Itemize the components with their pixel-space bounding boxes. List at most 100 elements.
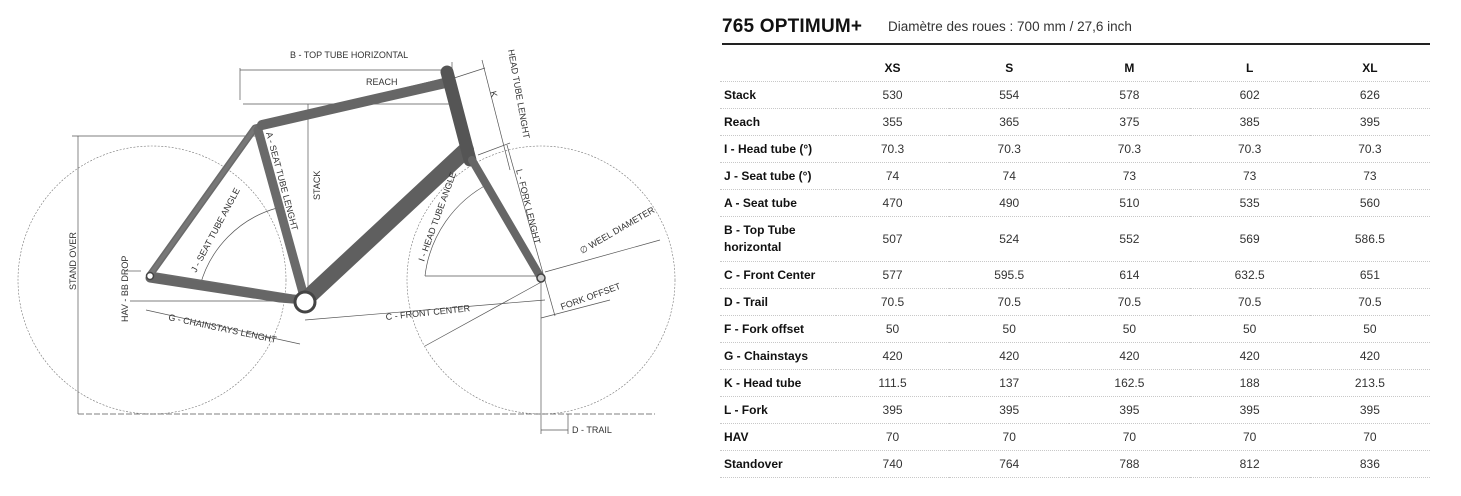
row-label: G - Chainstays bbox=[720, 342, 836, 370]
column-header: S bbox=[949, 55, 1070, 82]
label-stand-over: STAND OVER bbox=[68, 232, 78, 290]
row-label: K - Head tube bbox=[720, 369, 836, 397]
cell-value: 395 bbox=[949, 396, 1070, 424]
label-trail: D - TRAIL bbox=[572, 425, 612, 435]
table-row: K - Head tube 111.5 137 162.5 188 213.5 bbox=[720, 369, 1430, 397]
label-wheel-diameter: ∅ WEEL DIAMETER bbox=[578, 205, 657, 256]
model-name: 765 OPTIMUM+ bbox=[722, 16, 863, 37]
column-header: M bbox=[1069, 55, 1190, 82]
cell-value: 836 bbox=[1309, 450, 1430, 478]
cell-value: 560 bbox=[1309, 189, 1430, 217]
label-reach: REACH bbox=[366, 77, 398, 87]
cell-value: 162.5 bbox=[1069, 369, 1190, 397]
table-row: Reach 355 365 375 385 395 bbox=[720, 108, 1430, 136]
cell-value: 586.5 bbox=[1309, 216, 1430, 262]
table-header-row: XS S M L XL bbox=[720, 55, 1430, 82]
bike-frame bbox=[145, 65, 546, 314]
cell-value: 70.3 bbox=[836, 135, 950, 163]
row-label: C - Front Center bbox=[720, 261, 836, 289]
cell-value: 70.3 bbox=[1069, 135, 1190, 163]
cell-value: 595.5 bbox=[949, 261, 1070, 289]
cell-value: 569 bbox=[1189, 216, 1310, 262]
row-label: J - Seat tube (°) bbox=[720, 162, 836, 190]
cell-value: 375 bbox=[1069, 108, 1190, 136]
cell-value: 420 bbox=[1069, 342, 1190, 370]
cell-value: 365 bbox=[949, 108, 1070, 136]
cell-value: 70.5 bbox=[1309, 288, 1430, 316]
cell-value: 50 bbox=[1309, 315, 1430, 343]
cell-value: 50 bbox=[1069, 315, 1190, 343]
cell-value: 812 bbox=[1189, 450, 1310, 478]
cell-value: 70.3 bbox=[949, 135, 1070, 163]
table-row: Standover 740 764 788 812 836 bbox=[720, 450, 1430, 478]
cell-value: 73 bbox=[1189, 162, 1310, 190]
table-row: L - Fork 395 395 395 395 395 bbox=[720, 396, 1430, 424]
table-row: J - Seat tube (°) 74 74 73 73 73 bbox=[720, 162, 1430, 190]
cell-value: 137 bbox=[949, 369, 1070, 397]
cell-value: 70.3 bbox=[1189, 135, 1310, 163]
cell-value: 395 bbox=[1189, 396, 1310, 424]
row-label: Reach bbox=[720, 108, 836, 136]
cell-value: 788 bbox=[1069, 450, 1190, 478]
cell-value: 73 bbox=[1069, 162, 1190, 190]
cell-value: 74 bbox=[949, 162, 1070, 190]
row-label: A - Seat tube bbox=[720, 189, 836, 217]
cell-value: 73 bbox=[1309, 162, 1430, 190]
cell-value: 213.5 bbox=[1309, 369, 1430, 397]
cell-value: 524 bbox=[949, 216, 1070, 262]
cell-value: 70 bbox=[836, 423, 950, 451]
cell-value: 70.5 bbox=[1189, 288, 1310, 316]
cell-value: 50 bbox=[836, 315, 950, 343]
row-label: Stack bbox=[720, 81, 836, 109]
label-top-tube: B - TOP TUBE HORIZONTAL bbox=[290, 50, 408, 60]
label-seat-angle: J - SEAT TUBE ANGLE bbox=[189, 186, 242, 274]
cell-value: 420 bbox=[1189, 342, 1310, 370]
row-label: Standover bbox=[720, 450, 836, 478]
cell-value: 535 bbox=[1189, 189, 1310, 217]
cell-value: 111.5 bbox=[836, 369, 950, 397]
geometry-table: XS S M L XL Stack 530 554 578 602 626 Reach 355… bbox=[720, 55, 1430, 478]
cell-value: 420 bbox=[836, 342, 950, 370]
table-row: G - Chainstays 420 420 420 420 420 bbox=[720, 342, 1430, 370]
geometry-diagram: B - TOP TUBE HORIZONTAL REACH HEAD TUBE … bbox=[17, 49, 676, 435]
table-row: F - Fork offset 50 50 50 50 50 bbox=[720, 315, 1430, 343]
cell-value: 74 bbox=[836, 162, 950, 190]
cell-value: 50 bbox=[1189, 315, 1310, 343]
cell-value: 470 bbox=[836, 189, 950, 217]
column-header: L bbox=[1189, 55, 1310, 82]
label-head-tube: HEAD TUBE LENGHT bbox=[506, 49, 532, 140]
table-row: B - Top Tube horizontal 507 524 552 569 586.5 bbox=[720, 216, 1430, 262]
cell-value: 420 bbox=[949, 342, 1070, 370]
title-bar: 765 OPTIMUM+ Diamètre des roues : 700 mm… bbox=[722, 14, 1430, 45]
table-row: D - Trail 70.5 70.5 70.5 70.5 70.5 bbox=[720, 288, 1430, 316]
cell-value: 355 bbox=[836, 108, 950, 136]
cell-value: 188 bbox=[1189, 369, 1310, 397]
cell-value: 507 bbox=[836, 216, 950, 262]
cell-value: 70 bbox=[1069, 423, 1190, 451]
cell-value: 764 bbox=[949, 450, 1070, 478]
header-blank bbox=[720, 55, 836, 82]
row-label: HAV bbox=[720, 423, 836, 451]
row-label: B - Top Tube horizontal bbox=[720, 216, 836, 262]
table-row: C - Front Center 577 595.5 614 632.5 651 bbox=[720, 261, 1430, 289]
cell-value: 70.3 bbox=[1309, 135, 1430, 163]
cell-value: 395 bbox=[836, 396, 950, 424]
table-row: Stack 530 554 578 602 626 bbox=[720, 81, 1430, 109]
cell-value: 530 bbox=[836, 81, 950, 109]
cell-value: 395 bbox=[1309, 396, 1430, 424]
table-row: A - Seat tube 470 490 510 535 560 bbox=[720, 189, 1430, 217]
label-fork-offset: FORK OFFSET bbox=[559, 281, 622, 312]
label-bb-drop: HAV - BB DROP bbox=[120, 256, 130, 322]
cell-value: 70 bbox=[1309, 423, 1430, 451]
cell-value: 614 bbox=[1069, 261, 1190, 289]
label-stack: STACK bbox=[312, 171, 322, 200]
cell-value: 70 bbox=[949, 423, 1070, 451]
cell-value: 554 bbox=[949, 81, 1070, 109]
wheel-diameter-info: Diamètre des roues : 700 mm / 27,6 inch bbox=[888, 19, 1132, 34]
column-header: XS bbox=[836, 55, 950, 82]
cell-value: 578 bbox=[1069, 81, 1190, 109]
table-row: I - Head tube (°) 70.3 70.3 70.3 70.3 70.3 bbox=[720, 135, 1430, 163]
label-k: K bbox=[488, 90, 499, 98]
cell-value: 70.5 bbox=[1069, 288, 1190, 316]
cell-value: 740 bbox=[836, 450, 950, 478]
